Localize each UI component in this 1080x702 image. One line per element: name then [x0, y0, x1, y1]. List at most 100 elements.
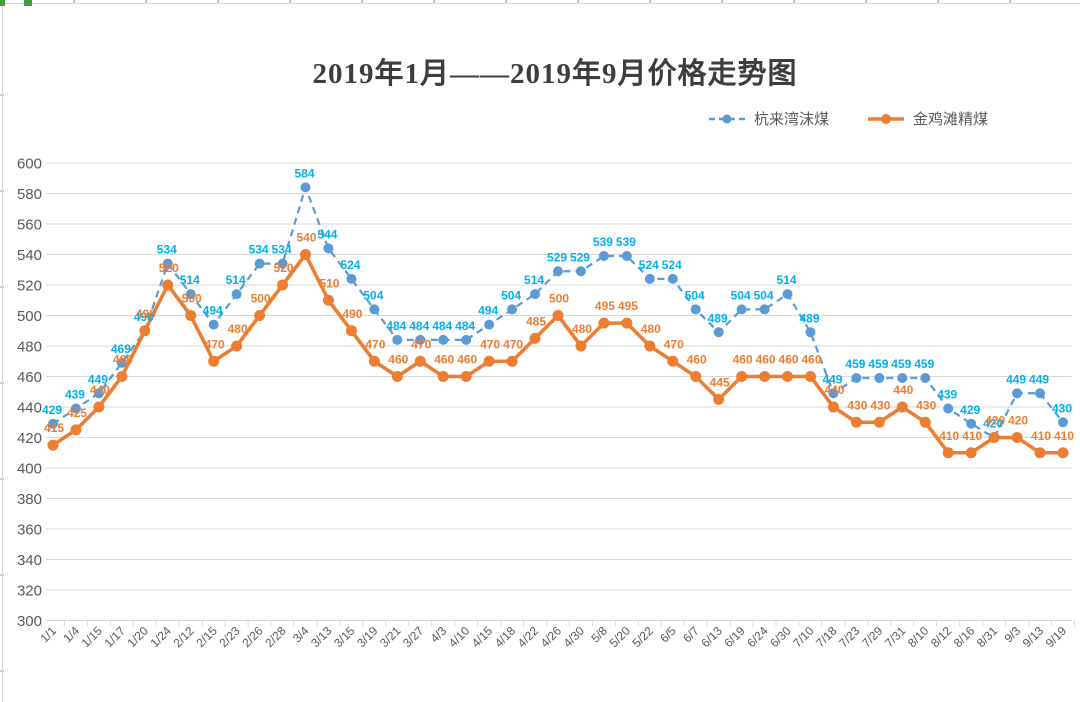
- data-point[interactable]: [414, 355, 426, 367]
- data-point[interactable]: [759, 371, 771, 382]
- data-point[interactable]: [874, 373, 885, 384]
- data-point[interactable]: [368, 355, 380, 367]
- data-point[interactable]: [1011, 432, 1023, 443]
- data-point[interactable]: [850, 416, 862, 428]
- series-line-1[interactable]: [52, 252, 1063, 455]
- data-point[interactable]: [460, 371, 472, 382]
- data-point[interactable]: [437, 371, 449, 382]
- data-point[interactable]: [392, 334, 403, 345]
- data-point[interactable]: [943, 403, 954, 414]
- data-point[interactable]: [759, 304, 770, 315]
- data-point[interactable]: [690, 371, 702, 382]
- data-point[interactable]: [484, 319, 495, 330]
- data-label: 524: [639, 258, 659, 272]
- data-label: 504: [731, 288, 751, 302]
- data-point[interactable]: [805, 327, 816, 338]
- data-point[interactable]: [920, 373, 931, 384]
- data-point[interactable]: [553, 266, 563, 277]
- sheet-left-border: [2, 6, 3, 702]
- data-point[interactable]: [988, 432, 1000, 443]
- data-point[interactable]: [965, 447, 977, 459]
- data-point[interactable]: [254, 258, 265, 269]
- data-point[interactable]: [897, 373, 908, 384]
- data-point[interactable]: [896, 401, 908, 413]
- data-point[interactable]: [93, 401, 105, 413]
- data-point[interactable]: [873, 416, 885, 428]
- data-point[interactable]: [827, 401, 839, 413]
- data-point[interactable]: [644, 273, 655, 284]
- data-point[interactable]: [162, 279, 174, 291]
- data-point[interactable]: [736, 304, 747, 315]
- data-point[interactable]: [300, 249, 311, 260]
- data-point[interactable]: [208, 355, 220, 367]
- data-point[interactable]: [690, 304, 701, 315]
- data-point[interactable]: [736, 371, 748, 382]
- data-point[interactable]: [575, 266, 586, 277]
- data-point[interactable]: [461, 334, 472, 345]
- data-point[interactable]: [966, 418, 977, 429]
- data-point[interactable]: [782, 371, 794, 382]
- data-point[interactable]: [323, 243, 334, 254]
- data-point[interactable]: [483, 355, 495, 367]
- data-point[interactable]: [438, 334, 449, 345]
- data-point[interactable]: [644, 340, 656, 352]
- data-label: 410: [1031, 429, 1051, 443]
- data-point[interactable]: [1035, 388, 1046, 399]
- data-point[interactable]: [805, 371, 816, 382]
- data-point[interactable]: [828, 388, 839, 399]
- data-point[interactable]: [1058, 417, 1068, 428]
- data-point[interactable]: [139, 325, 151, 337]
- data-point[interactable]: [667, 273, 678, 284]
- data-label: 520: [159, 261, 179, 275]
- data-point[interactable]: [1057, 447, 1069, 459]
- data-point[interactable]: [254, 310, 266, 321]
- data-point[interactable]: [277, 279, 289, 291]
- data-point[interactable]: [369, 304, 380, 315]
- legend-item-jinjitan[interactable]: 金鸡滩精煤: [867, 108, 988, 129]
- data-point[interactable]: [162, 258, 173, 269]
- data-point[interactable]: [116, 371, 128, 382]
- data-point[interactable]: [621, 317, 633, 329]
- data-point[interactable]: [345, 325, 357, 337]
- data-point[interactable]: [231, 340, 243, 352]
- data-point[interactable]: [70, 403, 81, 414]
- data-label: 510: [319, 276, 339, 290]
- data-point[interactable]: [507, 304, 518, 315]
- data-point[interactable]: [47, 439, 59, 451]
- data-point[interactable]: [552, 310, 564, 321]
- data-point[interactable]: [185, 310, 197, 321]
- data-point[interactable]: [48, 418, 58, 429]
- data-point[interactable]: [529, 332, 541, 344]
- data-point[interactable]: [621, 251, 632, 262]
- data-point[interactable]: [713, 327, 724, 338]
- data-point[interactable]: [506, 355, 518, 367]
- data-point[interactable]: [185, 289, 196, 300]
- data-point[interactable]: [231, 289, 242, 300]
- data-point[interactable]: [667, 355, 679, 367]
- data-point[interactable]: [598, 317, 610, 329]
- data-point[interactable]: [208, 319, 219, 330]
- data-point[interactable]: [93, 388, 104, 399]
- legend-item-hanglaiwan[interactable]: 杭来湾沫煤: [708, 108, 829, 129]
- data-point[interactable]: [919, 416, 931, 428]
- data-point[interactable]: [575, 340, 587, 352]
- data-point[interactable]: [942, 447, 954, 459]
- data-label: 429: [960, 403, 980, 417]
- data-point[interactable]: [598, 251, 609, 262]
- data-point[interactable]: [530, 289, 541, 300]
- data-point[interactable]: [851, 373, 862, 384]
- data-point[interactable]: [322, 294, 334, 306]
- data-point[interactable]: [70, 424, 82, 436]
- data-point[interactable]: [415, 334, 426, 345]
- data-point[interactable]: [1012, 388, 1023, 399]
- data-point[interactable]: [346, 273, 357, 284]
- data-point[interactable]: [782, 289, 793, 300]
- data-point[interactable]: [300, 182, 311, 193]
- data-point[interactable]: [713, 393, 725, 405]
- data-point[interactable]: [277, 258, 288, 269]
- data-point[interactable]: [391, 371, 403, 382]
- data-point[interactable]: [116, 357, 127, 368]
- data-point[interactable]: [1034, 447, 1046, 459]
- data-label: 459: [914, 357, 934, 371]
